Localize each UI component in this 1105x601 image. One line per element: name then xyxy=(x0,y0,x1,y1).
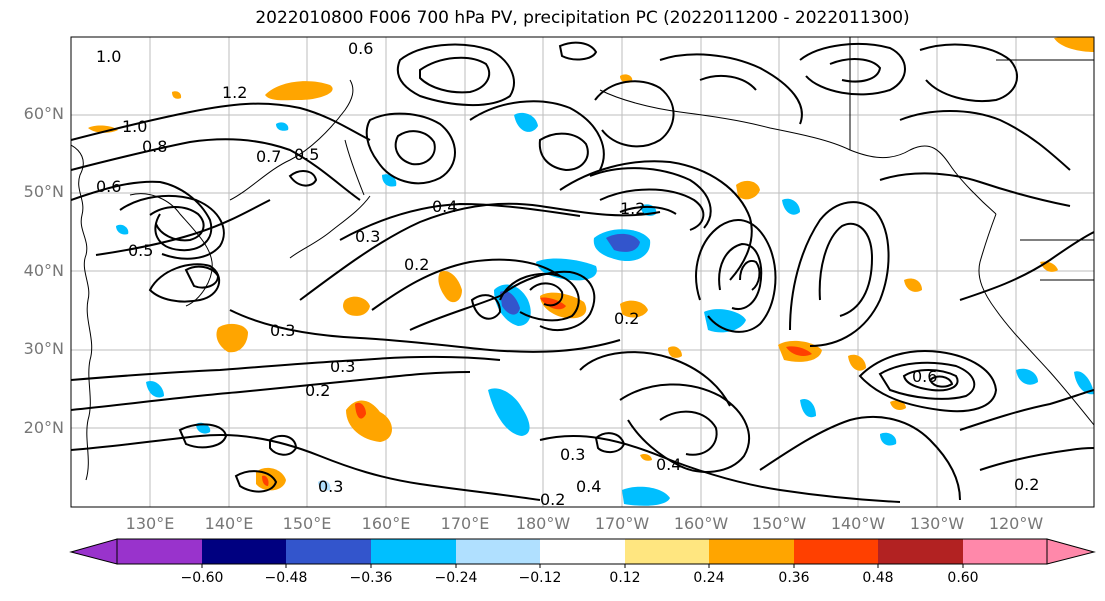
colorbar-bin xyxy=(456,539,540,564)
lat-label: 20°N xyxy=(23,418,64,437)
contour-label: 0.4 xyxy=(432,197,457,216)
contour-label: 0.6 xyxy=(912,367,937,386)
lon-label: 130°W xyxy=(909,514,965,533)
lon-label: 120°W xyxy=(988,514,1044,533)
lon-label: 180°W xyxy=(515,514,571,533)
contour-label: 1.2 xyxy=(620,199,645,218)
coastlines xyxy=(71,37,1094,481)
contour-label: 0.3 xyxy=(330,357,355,376)
lat-label: 40°N xyxy=(23,261,64,280)
colorbar-tick-label: −0.12 xyxy=(518,570,562,586)
map-title: 2022010800 F006 700 hPa PV, precipitatio… xyxy=(255,8,910,28)
map-frame xyxy=(70,36,1095,508)
lon-label: 150°W xyxy=(751,514,807,533)
pv-contours xyxy=(71,41,1094,503)
lon-label: 140°E xyxy=(204,514,254,533)
lat-label: 30°N xyxy=(23,339,64,358)
colorbar-bin xyxy=(286,539,371,564)
lon-label: 170°E xyxy=(440,514,490,533)
lon-label: 140°W xyxy=(830,514,886,533)
contour-label: 0.2 xyxy=(614,309,639,328)
lat-label: 60°N xyxy=(23,104,64,123)
contour-label: 0.4 xyxy=(656,455,681,474)
contour-label: 1.0 xyxy=(96,47,121,66)
contour-label: 0.7 xyxy=(256,147,281,166)
colorbar-bin xyxy=(625,539,709,564)
contour-label: 0.2 xyxy=(540,490,565,509)
colorbar-tick-label: −0.60 xyxy=(180,570,224,586)
contour-label: 0.2 xyxy=(404,255,429,274)
colorbar-bin xyxy=(371,539,456,564)
colorbar-tick-label: 0.48 xyxy=(862,570,894,586)
contour-label: 1.0 xyxy=(122,117,147,136)
contour-label: 0.3 xyxy=(270,321,295,340)
contour-label: 0.6 xyxy=(96,177,121,196)
colorbar-bin xyxy=(540,539,625,564)
colorbar-tick-label: 0.60 xyxy=(947,570,979,586)
lon-label: 160°W xyxy=(673,514,729,533)
colorbar-bin xyxy=(878,539,963,564)
contour-label: 0.2 xyxy=(305,381,330,400)
colorbar-tick-label: 0.24 xyxy=(693,570,725,586)
lon-label: 160°E xyxy=(361,514,411,533)
colorbar-tick-label: −0.24 xyxy=(434,570,478,586)
colorbar-bin xyxy=(117,539,202,564)
contour-label: 0.3 xyxy=(560,445,585,464)
contour-label: 0.5 xyxy=(128,241,153,260)
contour-label: 0.3 xyxy=(355,227,380,246)
colorbar-bin xyxy=(709,539,794,564)
contour-label: 0.2 xyxy=(1014,475,1039,494)
colorbar-tick-label: 0.36 xyxy=(778,570,810,586)
lat-label: 50°N xyxy=(23,182,64,201)
colorbar-tick-label: 0.12 xyxy=(609,570,641,586)
colorbar-bin xyxy=(963,539,1047,564)
contour-label: 0.8 xyxy=(142,137,167,156)
colorbar xyxy=(69,538,1096,568)
colorbar-extend-high xyxy=(1046,538,1096,565)
contour-label: 0.6 xyxy=(348,39,373,58)
colorbar-bin xyxy=(794,539,878,564)
contour-label: 1.2 xyxy=(222,83,247,102)
colorbar-bin xyxy=(202,539,286,564)
colorbar-tick-label: −0.48 xyxy=(264,570,308,586)
lon-label: 170°W xyxy=(594,514,650,533)
colorbar-tick-label: −0.36 xyxy=(349,570,393,586)
lon-label: 150°E xyxy=(282,514,332,533)
contour-label-group: 1.0 0.8 0.6 1.2 0.7 0.5 0.6 0.5 1.0 0.4 … xyxy=(96,39,1039,509)
colorbar-extend-low xyxy=(69,538,118,565)
lon-label: 130°E xyxy=(125,514,175,533)
contour-label: 0.4 xyxy=(576,477,601,496)
contour-label: 0.3 xyxy=(318,477,343,496)
contour-label: 0.5 xyxy=(294,145,319,164)
